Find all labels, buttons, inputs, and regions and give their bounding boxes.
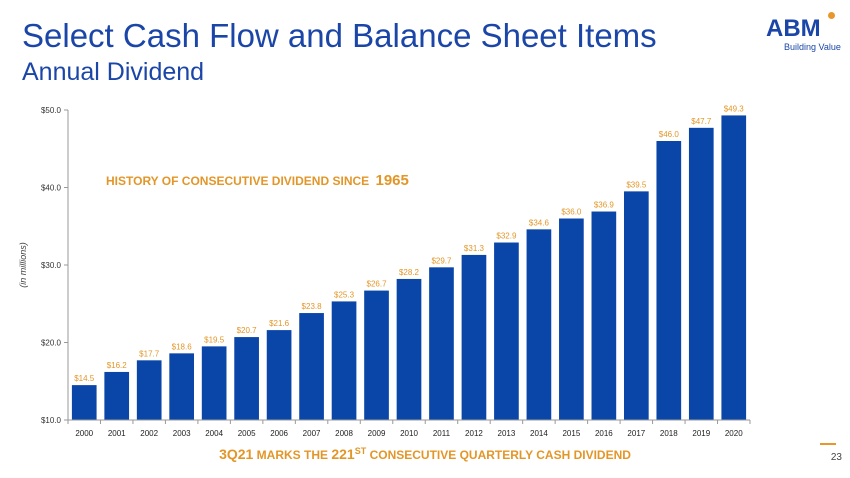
bar bbox=[136, 360, 162, 420]
bar bbox=[656, 141, 682, 420]
bar bbox=[623, 191, 649, 420]
footnote-count: 221 bbox=[331, 446, 355, 462]
data-label: $21.6 bbox=[269, 319, 290, 328]
logo-wordmark: ABM bbox=[766, 15, 821, 42]
headline-year: 1965 bbox=[376, 172, 409, 189]
data-label: $39.5 bbox=[626, 180, 647, 189]
bar bbox=[299, 313, 324, 420]
x-tick-label: 2010 bbox=[400, 429, 418, 438]
abm-logo: ABM Building Value bbox=[762, 12, 842, 56]
data-label: $34.6 bbox=[529, 218, 550, 227]
footnote-quarter: 3Q21 bbox=[219, 446, 254, 462]
x-tick-label: 2002 bbox=[140, 429, 158, 438]
data-label: $16.2 bbox=[107, 361, 128, 370]
bar bbox=[591, 211, 617, 420]
data-label: $46.0 bbox=[659, 130, 680, 139]
bar bbox=[169, 353, 195, 420]
x-tick-label: 2005 bbox=[238, 429, 256, 438]
y-tick-label: $50.0 bbox=[41, 106, 62, 115]
x-tick-label: 2016 bbox=[595, 429, 613, 438]
bar bbox=[331, 301, 357, 420]
y-tick-label: $10.0 bbox=[41, 416, 62, 425]
y-tick-label: $20.0 bbox=[41, 339, 62, 348]
x-tick-label: 2012 bbox=[465, 429, 483, 438]
data-label: $18.6 bbox=[172, 342, 193, 351]
x-tick-label: 2003 bbox=[173, 429, 191, 438]
data-label: $26.7 bbox=[367, 280, 388, 289]
logo-dot-icon bbox=[828, 12, 835, 19]
x-axis: 2000 2001 2002 2003 2004 2005 2006 2007 2008 2009… bbox=[67, 419, 751, 438]
data-label: $14.5 bbox=[74, 374, 95, 383]
x-tick-label: 2001 bbox=[108, 429, 126, 438]
data-label: $19.5 bbox=[204, 335, 225, 344]
x-tick-label: 2004 bbox=[205, 429, 223, 438]
bar bbox=[396, 278, 422, 420]
data-label: $23.8 bbox=[302, 302, 323, 311]
bar bbox=[234, 337, 259, 420]
bar bbox=[494, 242, 519, 420]
x-tick-label: 2020 bbox=[725, 429, 743, 438]
data-label: $49.3 bbox=[724, 104, 745, 113]
data-label: $28.2 bbox=[399, 268, 420, 277]
bar bbox=[461, 254, 487, 420]
data-label: $36.0 bbox=[561, 208, 582, 217]
x-tick-label: 2017 bbox=[627, 429, 645, 438]
y-axis: $10.0 $20.0 $30.0 $40.0 $50.0 bbox=[41, 106, 69, 425]
y-tick-label: $40.0 bbox=[41, 184, 62, 193]
bar bbox=[104, 371, 130, 420]
logo-tagline: Building Value bbox=[784, 42, 841, 52]
x-tick-label: 2011 bbox=[433, 429, 451, 438]
bar bbox=[721, 115, 747, 421]
page-number-rule bbox=[820, 443, 836, 445]
data-label: $25.3 bbox=[334, 290, 355, 299]
data-label: $47.7 bbox=[691, 117, 712, 126]
x-tick-label: 2000 bbox=[75, 429, 93, 438]
slide-title: Select Cash Flow and Balance Sheet Items bbox=[22, 17, 657, 54]
headline-text: HISTORY OF CONSECUTIVE DIVIDEND SINCE bbox=[106, 174, 369, 188]
bar bbox=[559, 218, 584, 420]
bar bbox=[688, 127, 714, 420]
x-tick-label: 2009 bbox=[368, 429, 386, 438]
x-tick-label: 2018 bbox=[660, 429, 678, 438]
footnote-part2: CONSECUTIVE QUARTERLY CASH DIVIDEND bbox=[369, 448, 631, 462]
bar bbox=[201, 346, 227, 420]
data-label: $17.7 bbox=[139, 349, 160, 358]
data-label: $31.3 bbox=[464, 244, 485, 253]
x-tick-label: 2019 bbox=[692, 429, 710, 438]
page-number: 23 bbox=[830, 452, 842, 463]
bar bbox=[71, 385, 97, 420]
bar bbox=[266, 330, 292, 420]
x-tick-label: 2013 bbox=[498, 429, 516, 438]
y-axis-title: (in millions) bbox=[18, 242, 28, 288]
data-labels: $14.5 $16.2 $17.7 $18.6 $19.5 $20.7 $21.6 $23.8… bbox=[74, 104, 744, 383]
bars bbox=[71, 115, 747, 421]
bar bbox=[526, 229, 552, 420]
footnote-part1: MARKS THE bbox=[256, 448, 328, 462]
data-label: $29.7 bbox=[431, 256, 452, 265]
y-tick-label: $30.0 bbox=[41, 261, 62, 270]
footnote-suffix: ST bbox=[354, 446, 367, 456]
dividend-history-headline: HISTORY OF CONSECUTIVE DIVIDEND SINCE 19… bbox=[106, 172, 409, 189]
bar bbox=[429, 267, 454, 420]
data-label: $32.9 bbox=[496, 232, 517, 241]
x-tick-label: 2015 bbox=[562, 429, 580, 438]
x-tick-label: 2008 bbox=[335, 429, 353, 438]
slide-subtitle: Annual Dividend bbox=[22, 58, 205, 86]
data-label: $36.9 bbox=[594, 201, 615, 210]
x-tick-label: 2007 bbox=[303, 429, 321, 438]
x-tick-label: 2014 bbox=[530, 429, 548, 438]
data-label: $20.7 bbox=[237, 326, 258, 335]
bar bbox=[364, 290, 389, 420]
x-tick-label: 2006 bbox=[270, 429, 288, 438]
dividend-footnote: 3Q21 MARKS THE 221ST CONSECUTIVE QUARTER… bbox=[0, 446, 850, 462]
